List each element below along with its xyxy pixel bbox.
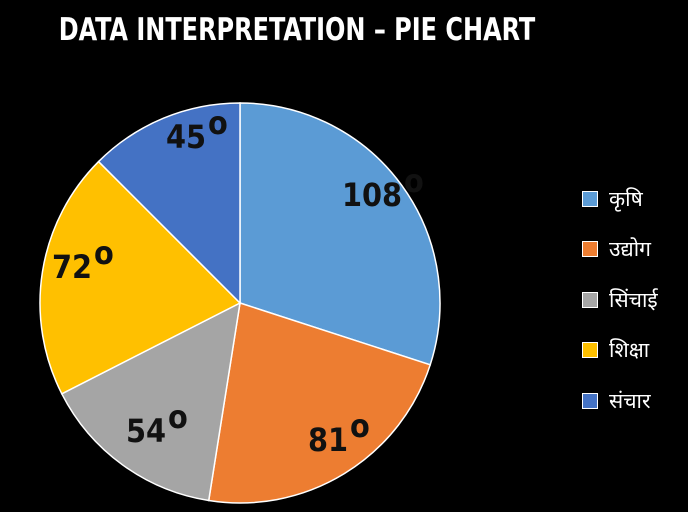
legend-label: सिंचाई xyxy=(609,287,658,312)
legend-label: शिक्षा xyxy=(609,338,650,362)
pie-slice-1 xyxy=(207,302,432,504)
legend-swatch xyxy=(582,342,598,358)
slice-label-4: 45 xyxy=(166,118,206,156)
legend-swatch xyxy=(582,291,598,308)
legend: कृषि उद्योग सिंचाई शिक्षा संचार xyxy=(582,186,658,439)
degree-sign-4: o xyxy=(208,104,228,142)
pie-slice-3 xyxy=(39,160,242,395)
degree-sign-3: o xyxy=(94,234,114,272)
chart-title: DATA INTERPRETATION – PIE CHART xyxy=(58,12,536,48)
degree-sign-1: o xyxy=(350,407,370,445)
legend-item-shiksha: शिक्षा xyxy=(582,338,658,363)
slice-label-0: 108 xyxy=(342,176,402,214)
pie-slice-0 xyxy=(239,102,441,366)
slice-label-2: 54 xyxy=(126,412,166,450)
legend-label: संचार xyxy=(609,388,651,413)
legend-swatch xyxy=(582,190,598,207)
legend-label: कृषि xyxy=(609,186,643,211)
legend-label: उद्योग xyxy=(609,237,651,261)
legend-item-sanchar: संचार xyxy=(582,388,658,413)
slice-label-3: 72 xyxy=(52,248,92,286)
legend-item-sinchai: सिंचाई xyxy=(582,287,658,312)
legend-item-udyog: उद्योग xyxy=(582,237,658,262)
pie-slice-2 xyxy=(60,301,241,502)
legend-swatch xyxy=(582,241,598,257)
degree-sign-2: o xyxy=(168,398,188,436)
slice-label-1: 81 xyxy=(308,421,348,459)
legend-item-krishi: कृषि xyxy=(582,186,658,211)
legend-swatch xyxy=(582,392,598,409)
degree-sign-0: o xyxy=(404,162,424,200)
pie-slice-4 xyxy=(97,102,241,305)
